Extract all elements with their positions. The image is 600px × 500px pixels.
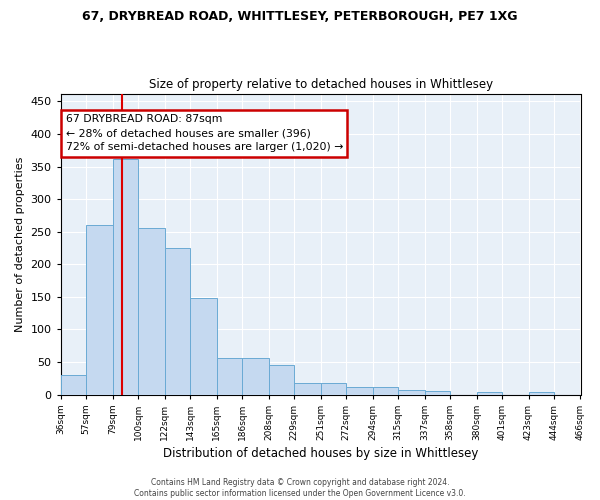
Bar xyxy=(529,392,554,394)
Bar xyxy=(86,225,113,394)
Bar xyxy=(294,383,320,394)
Text: 67, DRYBREAD ROAD, WHITTLESEY, PETERBOROUGH, PE7 1XG: 67, DRYBREAD ROAD, WHITTLESEY, PETERBORO… xyxy=(82,10,518,23)
Text: Contains HM Land Registry data © Crown copyright and database right 2024.
Contai: Contains HM Land Registry data © Crown c… xyxy=(134,478,466,498)
Bar xyxy=(398,390,425,394)
Bar xyxy=(373,388,398,394)
Bar xyxy=(425,390,450,394)
Title: Size of property relative to detached houses in Whittlesey: Size of property relative to detached ho… xyxy=(149,78,493,91)
Bar xyxy=(217,358,242,395)
Bar xyxy=(476,392,502,394)
Bar xyxy=(190,298,217,394)
Bar xyxy=(320,383,346,394)
Bar xyxy=(113,158,138,394)
Y-axis label: Number of detached properties: Number of detached properties xyxy=(15,156,25,332)
Bar xyxy=(346,388,373,394)
Text: 67 DRYBREAD ROAD: 87sqm
← 28% of detached houses are smaller (396)
72% of semi-d: 67 DRYBREAD ROAD: 87sqm ← 28% of detache… xyxy=(65,114,343,152)
Bar xyxy=(138,228,164,394)
X-axis label: Distribution of detached houses by size in Whittlesey: Distribution of detached houses by size … xyxy=(163,447,478,460)
Bar xyxy=(242,358,269,395)
Bar xyxy=(164,248,190,394)
Bar xyxy=(269,366,294,394)
Bar xyxy=(61,375,86,394)
